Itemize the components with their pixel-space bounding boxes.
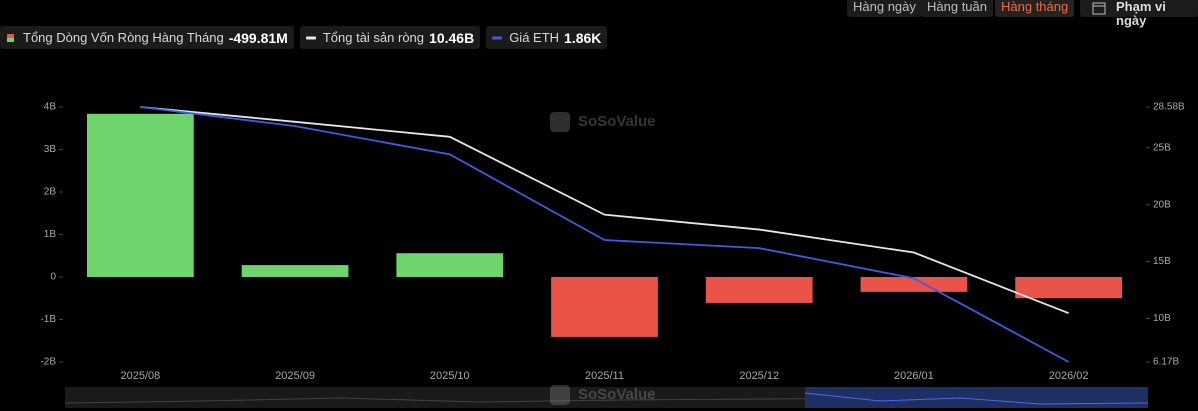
y-tick-label: -2B (40, 357, 56, 368)
y2-tick-label: 20B (1153, 199, 1171, 210)
navigator-selection-line (804, 392, 1149, 405)
watermark: SoSoValue SoSoValue (550, 112, 656, 405)
y2-tick-label: 25B (1153, 142, 1171, 153)
x-tick-label: 2025/08 (120, 370, 160, 382)
y-tick-label: 0 (50, 272, 56, 283)
legend-readout: -499.81M (228, 29, 288, 46)
watermark-logo (550, 112, 570, 132)
legend-item: Tổng tài sản ròng 10.46B (299, 26, 481, 49)
legend-item: Tổng Dòng Vốn Ròng Hàng Tháng -499.81M (0, 26, 294, 49)
y2-tick-label: 10B (1153, 313, 1171, 324)
y2-tick-label: 6.17B (1153, 357, 1179, 368)
y-tick-label: 2B (44, 187, 57, 198)
bar (1015, 277, 1123, 299)
line (140, 106, 1070, 363)
legend-readout: 10.46B (429, 29, 475, 46)
x-tick-label: 2026/02 (1049, 370, 1089, 382)
bar (86, 113, 194, 277)
legend-label: Giá ETH (509, 30, 560, 45)
y-tick-label: -1B (40, 314, 56, 325)
x-tick-label: 2025/12 (739, 370, 779, 382)
bar (396, 253, 504, 277)
x-tick-label: 2025/11 (585, 370, 624, 382)
date-range-button[interactable]: Phạm vi ngày (1080, 0, 1198, 28)
y-tick-label: 1B (44, 229, 57, 240)
x-tick-label: 2026/01 (894, 370, 934, 382)
calendar-icon (1092, 2, 1106, 15)
bar (705, 277, 813, 303)
period-button[interactable]: Hàng tuần (921, 0, 993, 17)
watermark-text: SoSoValue (578, 386, 656, 403)
legend-label: Tổng tài sản ròng (322, 30, 425, 45)
x-tick-label: 2025/10 (430, 370, 470, 382)
watermark-text: SoSoValue (578, 113, 656, 130)
bar (551, 277, 658, 337)
legend-swatch (492, 36, 503, 39)
y2-tick-label: 15B (1153, 256, 1171, 267)
period-button[interactable]: Hàng tháng (995, 0, 1075, 17)
y-tick-label: 3B (44, 144, 57, 155)
period-button[interactable]: Hàng ngày (847, 0, 922, 17)
bar (860, 277, 968, 292)
legend-swatch (305, 36, 316, 39)
x-tick-label: 2025/09 (275, 370, 315, 382)
swatch-part (305, 36, 316, 39)
legend-item: Giá ETH 1.86K (486, 26, 608, 49)
swatch-part (492, 36, 503, 39)
watermark-logo (550, 385, 570, 405)
navigator-selection[interactable] (805, 387, 1148, 408)
swatch-part (7, 37, 14, 42)
legend: Tổng Dòng Vốn Ròng Hàng Tháng -499.81M Tổn… (0, 26, 608, 49)
y2-tick-label: 28.58B (1153, 102, 1185, 113)
legend-readout: 1.86K (564, 29, 602, 46)
date-range-label: Phạm vi ngày (1116, 0, 1166, 28)
y-tick-label: 4B (44, 102, 57, 113)
legend-swatch (7, 33, 14, 42)
bar (241, 265, 349, 277)
line (140, 106, 1069, 315)
swatch-part (7, 33, 14, 38)
legend-label: Tổng Dòng Vốn Ròng Hàng Tháng (23, 30, 224, 45)
